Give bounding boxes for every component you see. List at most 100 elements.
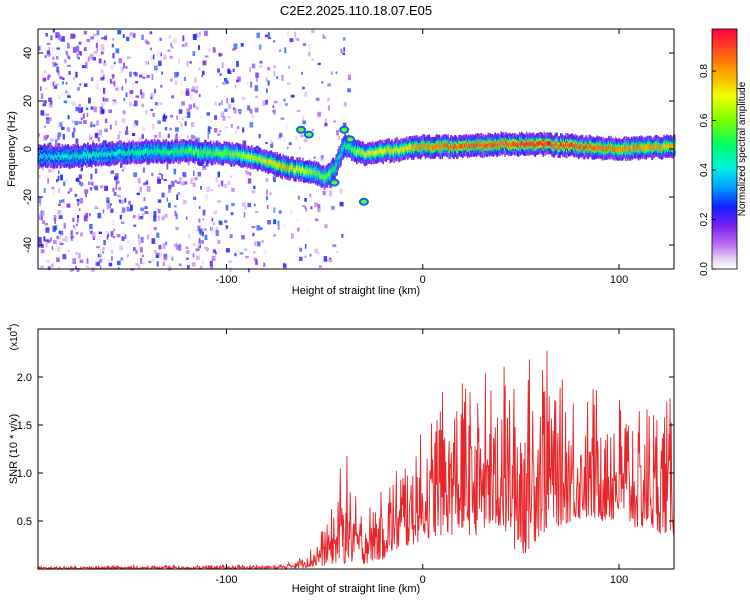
heatmap-ridge-cell: [612, 146, 614, 152]
heatmap-cell: [327, 105, 330, 111]
colorbar-tick-label: 0.6: [699, 113, 710, 127]
heatmap-cell: [51, 263, 54, 268]
heatmap-cell: [50, 137, 54, 141]
heatmap-cell: [265, 196, 269, 201]
heatmap-cell: [124, 130, 129, 135]
heatmap-cell: [283, 98, 286, 102]
heatmap-ridge-cell: [331, 167, 334, 173]
heatmap-cell: [78, 103, 81, 108]
heatmap-ridge-cell: [335, 163, 337, 168]
heatmap-cell: [56, 66, 60, 73]
heatmap-ridge-cell: [556, 140, 558, 146]
heatmap-cell: [231, 187, 235, 193]
heatmap-cell: [52, 61, 57, 67]
heatmap-cell: [71, 101, 76, 106]
heatmap-ridge-cell: [510, 142, 512, 148]
heatmap-cell: [134, 120, 139, 126]
heatmap-cell: [80, 182, 84, 187]
heatmap-cell: [251, 190, 256, 194]
heatmap-cell: [324, 224, 328, 229]
heatmap-cell: [47, 266, 51, 270]
heatmap-cell: [79, 259, 84, 264]
heatmap-cell: [125, 78, 127, 83]
heatmap-cell: [158, 60, 162, 66]
heatmap-ridge-cell: [565, 141, 567, 147]
heatmap-cell: [108, 205, 111, 208]
heatmap-ridge-cell: [90, 152, 92, 158]
heatmap-cell: [63, 100, 68, 104]
heatmap-cell: [196, 255, 200, 260]
heatmap-ridge-cell: [274, 160, 277, 165]
heatmap-cell: [217, 184, 220, 187]
heatmap-ridge-cell: [296, 165, 298, 171]
heatmap-cell: [100, 185, 104, 189]
heatmap-cell: [91, 232, 95, 238]
heatmap-ridge-cell: [365, 152, 368, 158]
heatmap-ridge-cell: [150, 148, 153, 154]
heatmap-cell: [141, 262, 145, 265]
heatmap-cell: [47, 76, 50, 81]
heatmap-cell: [255, 145, 259, 149]
heatmap-cell: [187, 265, 190, 269]
heatmap-cell: [55, 144, 58, 147]
heatmap-cell: [138, 138, 142, 142]
heatmap-cell: [45, 113, 50, 116]
heatmap-ridge-cell: [201, 151, 204, 157]
y-tick-label: 20: [22, 95, 34, 107]
heatmap-ridge-cell: [287, 164, 289, 170]
heatmap-cell: [280, 117, 285, 120]
heatmap-cell: [273, 207, 276, 213]
heatmap-cell: [123, 62, 125, 68]
heatmap-cell: [94, 132, 98, 138]
heatmap-cell: [52, 81, 55, 87]
heatmap-cell: [197, 242, 200, 247]
heatmap-cell: [198, 238, 201, 244]
heatmap-cell: [211, 218, 214, 222]
heatmap-cell: [217, 239, 221, 244]
heatmap-ridge-cell: [181, 148, 183, 154]
heatmap-ridge-cell: [325, 173, 328, 179]
heatmap-ridge-cell: [344, 142, 346, 147]
heatmap-cell: [170, 78, 173, 82]
heatmap-ridge-cell: [488, 143, 491, 149]
heatmap-cell: [164, 194, 168, 197]
heatmap-cell: [317, 63, 321, 66]
heatmap-ridge-cell: [590, 144, 593, 150]
heatmap-cell: [109, 78, 112, 84]
heatmap-ridge-cell: [376, 149, 379, 155]
heatmap-cell: [72, 217, 75, 222]
heatmap-cell: [126, 206, 130, 212]
heatmap-cell: [342, 37, 346, 41]
heatmap-ridge-cell: [659, 145, 661, 151]
heatmap-cell: [88, 228, 91, 233]
heatmap-cell: [184, 121, 187, 126]
heatmap-cell: [249, 67, 252, 73]
heatmap-ridge-cell: [277, 163, 280, 169]
heatmap-cell: [192, 182, 196, 187]
heatmap-cell: [221, 111, 224, 117]
heatmap-cell: [120, 221, 125, 224]
heatmap-ridge-cell: [369, 150, 372, 156]
heatmap-cell: [223, 81, 226, 86]
heatmap-ridge-cell: [448, 146, 450, 151]
heatmap-cell: [219, 73, 222, 76]
spectrogram-x-label: Height of straight line (km): [292, 285, 420, 297]
heatmap-ridge-cell: [585, 143, 588, 149]
heatmap-cell: [273, 65, 277, 69]
heatmap-ridge-cell: [433, 145, 436, 151]
heatmap-cell: [169, 254, 174, 259]
heatmap-ridge-cell: [238, 153, 240, 158]
heatmap-cell: [150, 259, 155, 262]
heatmap-cell: [141, 213, 145, 217]
heatmap-cell: [158, 172, 162, 175]
heatmap-cell: [40, 249, 45, 254]
heatmap-ridge-cell: [500, 140, 502, 145]
heatmap-cell: [120, 257, 124, 261]
heatmap-cell: [333, 120, 336, 123]
heatmap-cell: [86, 113, 89, 118]
heatmap-cell: [161, 71, 163, 75]
heatmap-cell: [56, 32, 59, 37]
heatmap-ridge-cell: [281, 166, 283, 171]
heatmap-cell: [75, 232, 79, 235]
heatmap-ridge-cell: [427, 144, 430, 150]
